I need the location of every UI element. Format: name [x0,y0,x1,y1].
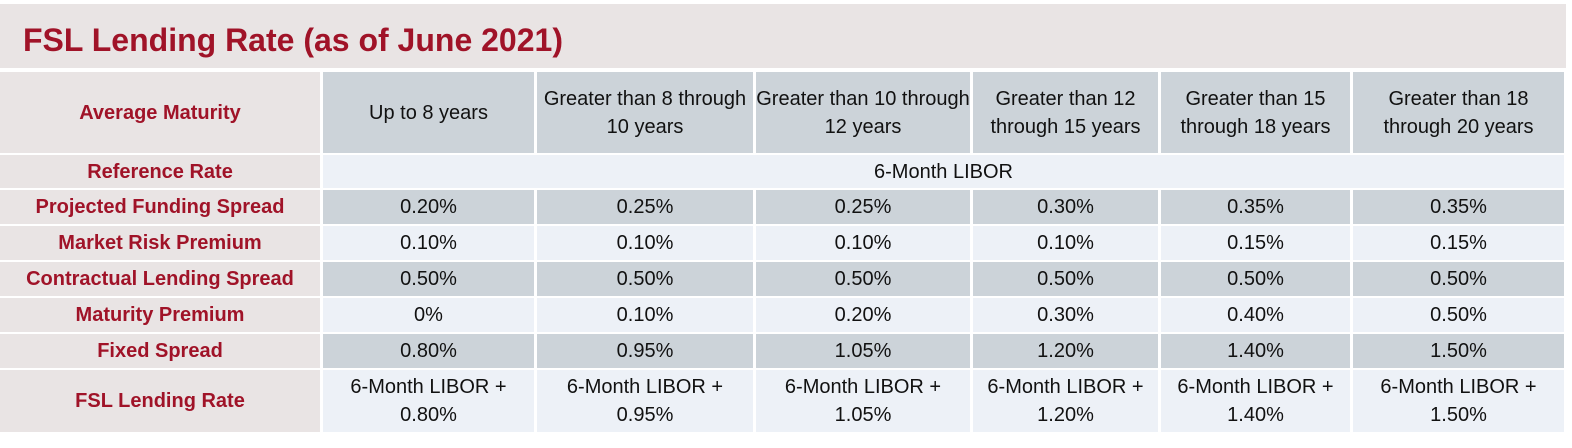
table-cell: 0.80% [323,334,534,368]
table-row: Projected Funding Spread 0.20% 0.25% 0.2… [0,190,1564,224]
reference-rate-row: Reference Rate 6-Month LIBOR [0,155,1564,188]
table-cell: 6-Month LIBOR + 0.95% [537,370,753,432]
column-header: Greater than 12 through 15 years [973,72,1158,153]
table-row: Contractual Lending Spread 0.50% 0.50% 0… [0,262,1564,296]
column-header: Greater than 18 through 20 years [1353,72,1564,153]
table-cell: 0.35% [1161,190,1350,224]
table-cell: 0.25% [756,190,970,224]
column-header: Greater than 10 through 12 years [756,72,970,153]
table-cell: 0.50% [1353,262,1564,296]
table-cell: 0.50% [537,262,753,296]
row-label: Contractual Lending Spread [0,262,320,296]
table-cell: 0.10% [973,226,1158,260]
table-cell: 0.10% [537,298,753,332]
row-label: Projected Funding Spread [0,190,320,224]
table-row: Maturity Premium 0% 0.10% 0.20% 0.30% 0.… [0,298,1564,332]
table-row: Fixed Spread 0.80% 0.95% 1.05% 1.20% 1.4… [0,334,1564,368]
table-cell: 6-Month LIBOR + 1.50% [1353,370,1564,432]
table-cell: 0.30% [973,298,1158,332]
table-cell: 0.35% [1353,190,1564,224]
table-cell: 0.50% [323,262,534,296]
table-cell: 6-Month LIBOR + 0.80% [323,370,534,432]
row-label: Maturity Premium [0,298,320,332]
table-cell: 6-Month LIBOR + 1.05% [756,370,970,432]
table-cell: 0.10% [537,226,753,260]
column-header: Greater than 15 through 18 years [1161,72,1350,153]
table-cell: 0.15% [1161,226,1350,260]
row-label-fsl-lending-rate: FSL Lending Rate [0,370,320,432]
row-label: Market Risk Premium [0,226,320,260]
table-cell: 0.50% [1161,262,1350,296]
table-cell: 1.05% [756,334,970,368]
table-cell: 0.15% [1353,226,1564,260]
page-title: FSL Lending Rate (as of June 2021) [23,22,563,58]
column-header: Up to 8 years [323,72,534,153]
table-cell: 0.20% [756,298,970,332]
table-cell: 0.50% [1353,298,1564,332]
table-cell: 6-Month LIBOR + 1.40% [1161,370,1350,432]
table-cell: 0.95% [537,334,753,368]
title-bar: FSL Lending Rate (as of June 2021) [0,4,1566,68]
table-cell: 0.50% [973,262,1158,296]
column-header: Greater than 8 through 10 years [537,72,753,153]
table-cell: 1.20% [973,334,1158,368]
table-cell: 1.50% [1353,334,1564,368]
table-cell: 0% [323,298,534,332]
table-cell: 0.20% [323,190,534,224]
table-cell: 0.10% [756,226,970,260]
row-label-reference-rate: Reference Rate [0,155,320,188]
table-cell: 0.50% [756,262,970,296]
table-cell: 0.25% [537,190,753,224]
table-cell: 1.40% [1161,334,1350,368]
reference-rate-value: 6-Month LIBOR [323,155,1564,188]
lending-rate-table: Average Maturity Up to 8 years Greater t… [0,70,1567,434]
table-cell: 6-Month LIBOR + 1.20% [973,370,1158,432]
table-row: Market Risk Premium 0.10% 0.10% 0.10% 0.… [0,226,1564,260]
row-label-average-maturity: Average Maturity [0,72,320,153]
table-cell: 0.10% [323,226,534,260]
table-cell: 0.40% [1161,298,1350,332]
table-cell: 0.30% [973,190,1158,224]
header-row: Average Maturity Up to 8 years Greater t… [0,72,1564,153]
row-label: Fixed Spread [0,334,320,368]
lending-rate-row: FSL Lending Rate 6-Month LIBOR + 0.80% 6… [0,370,1564,432]
